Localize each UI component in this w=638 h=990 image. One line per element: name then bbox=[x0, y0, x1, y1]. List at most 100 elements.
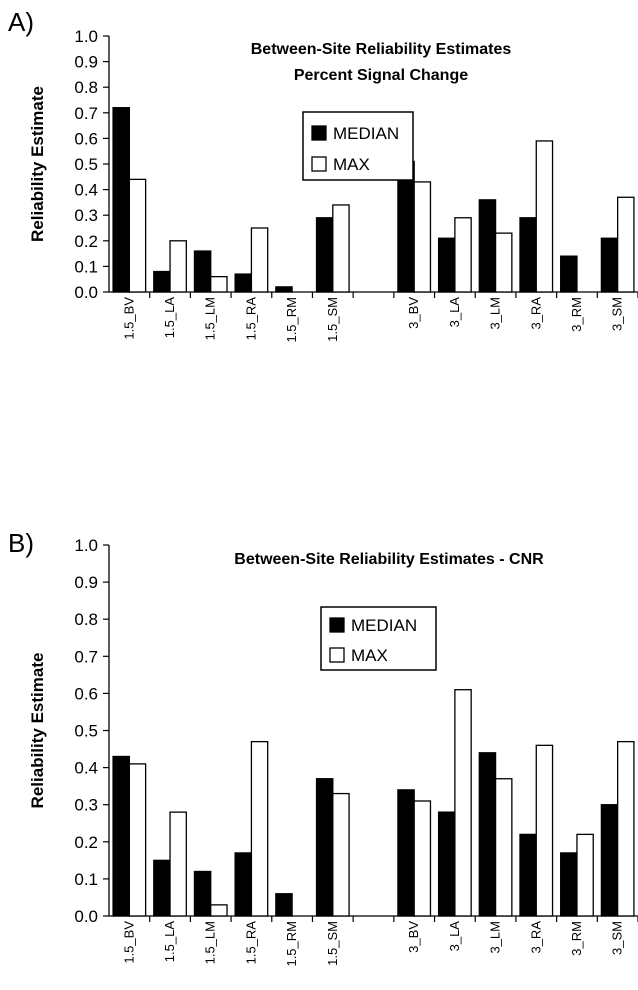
legend-label-median: MEDIAN bbox=[351, 616, 417, 635]
x-tick-label: 3_BV bbox=[406, 921, 421, 953]
bar-max-1.5_LM bbox=[210, 904, 228, 917]
bar-median-1.5_BV bbox=[112, 755, 130, 917]
x-tick-label: 1.5_RA bbox=[243, 297, 258, 341]
bar-median-3_LM bbox=[478, 752, 497, 917]
legend-swatch-median bbox=[311, 125, 327, 141]
bar-median-3_BV bbox=[397, 789, 415, 917]
bar-median-3_BV bbox=[397, 160, 415, 293]
x-tick-label: 3_RA bbox=[528, 297, 543, 330]
legend-swatch-max bbox=[311, 156, 327, 172]
legend-swatch-max bbox=[329, 647, 345, 663]
bar-median-1.5_SM bbox=[315, 778, 334, 917]
bar-max-1.5_RA bbox=[250, 227, 269, 293]
y-tick-label: 0.7 bbox=[74, 104, 98, 123]
x-tick-label: 3_RM bbox=[569, 297, 584, 332]
legend-label-max: MAX bbox=[333, 155, 370, 174]
y-tick-label: 0.4 bbox=[74, 181, 98, 200]
y-tick-label: 0.1 bbox=[74, 257, 98, 276]
bar-max-1.5_BV bbox=[128, 763, 147, 917]
legend: MEDIAN MAX bbox=[320, 606, 437, 671]
bar-max-3_SM bbox=[617, 740, 635, 917]
y-tick-label: 0.5 bbox=[74, 155, 98, 174]
bar-max-3_RM bbox=[576, 833, 594, 917]
bar-median-3_RM bbox=[560, 255, 578, 293]
y-tick-label: 0.8 bbox=[74, 610, 98, 629]
y-axis-title: Reliability Estimate bbox=[28, 653, 47, 809]
bar-median-3_RA bbox=[519, 833, 537, 917]
y-tick-label: 1.0 bbox=[74, 536, 98, 555]
legend: MEDIAN MAX bbox=[302, 111, 414, 181]
x-tick-label: 1.5_SM bbox=[325, 921, 340, 966]
x-tick-label: 3_RA bbox=[528, 921, 543, 954]
bar-median-3_RA bbox=[519, 217, 537, 293]
bar-median-3_RM bbox=[560, 852, 578, 917]
x-tick-label: 3_LA bbox=[447, 297, 462, 328]
x-tick-label: 3_LA bbox=[447, 921, 462, 952]
x-tick-label: 3_LM bbox=[488, 297, 503, 330]
bar-max-1.5_LM bbox=[210, 275, 228, 293]
x-tick-label: 1.5_LA bbox=[162, 297, 177, 339]
panel-label: A) bbox=[8, 7, 34, 37]
chart-title: Between-Site Reliability Estimates bbox=[251, 41, 512, 58]
y-tick-label: 0.9 bbox=[74, 573, 98, 592]
bar-median-1.5_LM bbox=[193, 250, 212, 293]
x-tick-label: 1.5_RM bbox=[284, 297, 299, 343]
y-tick-label: 0.3 bbox=[74, 796, 98, 815]
y-axis-title: Reliability Estimate bbox=[28, 86, 47, 242]
x-tick-label: 1.5_SM bbox=[325, 297, 340, 342]
chart-title: Percent Signal Change bbox=[294, 67, 468, 84]
y-tick-label: 0.6 bbox=[74, 684, 98, 703]
x-tick-label: 1.5_RA bbox=[243, 921, 258, 965]
y-tick-label: 0.1 bbox=[74, 870, 98, 889]
y-tick-label: 0.4 bbox=[74, 759, 98, 778]
x-tick-label: 3_SM bbox=[610, 921, 625, 955]
bar-median-1.5_LA bbox=[153, 859, 171, 917]
y-tick-label: 0.2 bbox=[74, 833, 98, 852]
bar-max-3_LM bbox=[494, 232, 513, 293]
bar-median-3_SM bbox=[600, 237, 619, 293]
bar-max-1.5_SM bbox=[332, 204, 350, 293]
y-tick-label: 1.0 bbox=[74, 27, 98, 46]
y-tick-label: 0.0 bbox=[74, 907, 98, 926]
x-tick-label: 1.5_RM bbox=[284, 921, 299, 967]
bar-max-1.5_RA bbox=[250, 740, 269, 917]
bar-max-1.5_SM bbox=[332, 792, 350, 917]
x-tick-label: 3_LM bbox=[488, 921, 503, 954]
y-tick-label: 0.2 bbox=[74, 232, 98, 251]
bar-median-1.5_SM bbox=[315, 217, 334, 293]
bar-median-1.5_BV bbox=[112, 107, 130, 293]
y-tick-label: 0.9 bbox=[74, 53, 98, 72]
x-tick-label: 1.5_LM bbox=[203, 921, 218, 964]
y-tick-label: 0.5 bbox=[74, 722, 98, 741]
y-tick-label: 0.3 bbox=[74, 206, 98, 225]
bar-max-3_SM bbox=[617, 196, 635, 293]
y-tick-label: 0.0 bbox=[74, 283, 98, 302]
x-tick-label: 1.5_LA bbox=[162, 921, 177, 963]
bar-max-3_RA bbox=[535, 140, 554, 293]
chart-panel-a: A) Between-Site Reliability Estimates Perc… bbox=[8, 7, 638, 343]
chart-title: Between-Site Reliability Estimates - CNR bbox=[234, 551, 544, 568]
x-tick-label: 3_BV bbox=[406, 297, 421, 329]
bar-median-3_LA bbox=[437, 237, 456, 293]
bar-median-1.5_RM bbox=[275, 286, 293, 293]
y-tick-label: 0.6 bbox=[74, 129, 98, 148]
x-tick-label: 1.5_BV bbox=[121, 297, 136, 340]
bar-median-3_SM bbox=[600, 804, 619, 917]
y-tick-label: 0.7 bbox=[74, 647, 98, 666]
bar-max-3_LM bbox=[494, 778, 513, 917]
x-tick-label: 3_SM bbox=[610, 297, 625, 331]
bar-median-1.5_LM bbox=[193, 870, 212, 917]
legend-label-median: MEDIAN bbox=[333, 124, 399, 143]
legend-label-max: MAX bbox=[351, 646, 388, 665]
y-tick-label: 0.8 bbox=[74, 78, 98, 97]
bar-median-3_LA bbox=[437, 811, 456, 917]
bar-max-1.5_LA bbox=[169, 811, 187, 917]
x-tick-label: 1.5_BV bbox=[121, 921, 136, 964]
bar-median-3_LM bbox=[478, 199, 497, 293]
legend-swatch-median bbox=[329, 617, 345, 633]
bar-max-1.5_BV bbox=[128, 178, 147, 293]
chart-panel-b: B) Between-Site Reliability Estimates - C… bbox=[8, 528, 638, 967]
bar-median-1.5_RM bbox=[275, 893, 293, 917]
bar-max-3_BV bbox=[413, 800, 432, 917]
